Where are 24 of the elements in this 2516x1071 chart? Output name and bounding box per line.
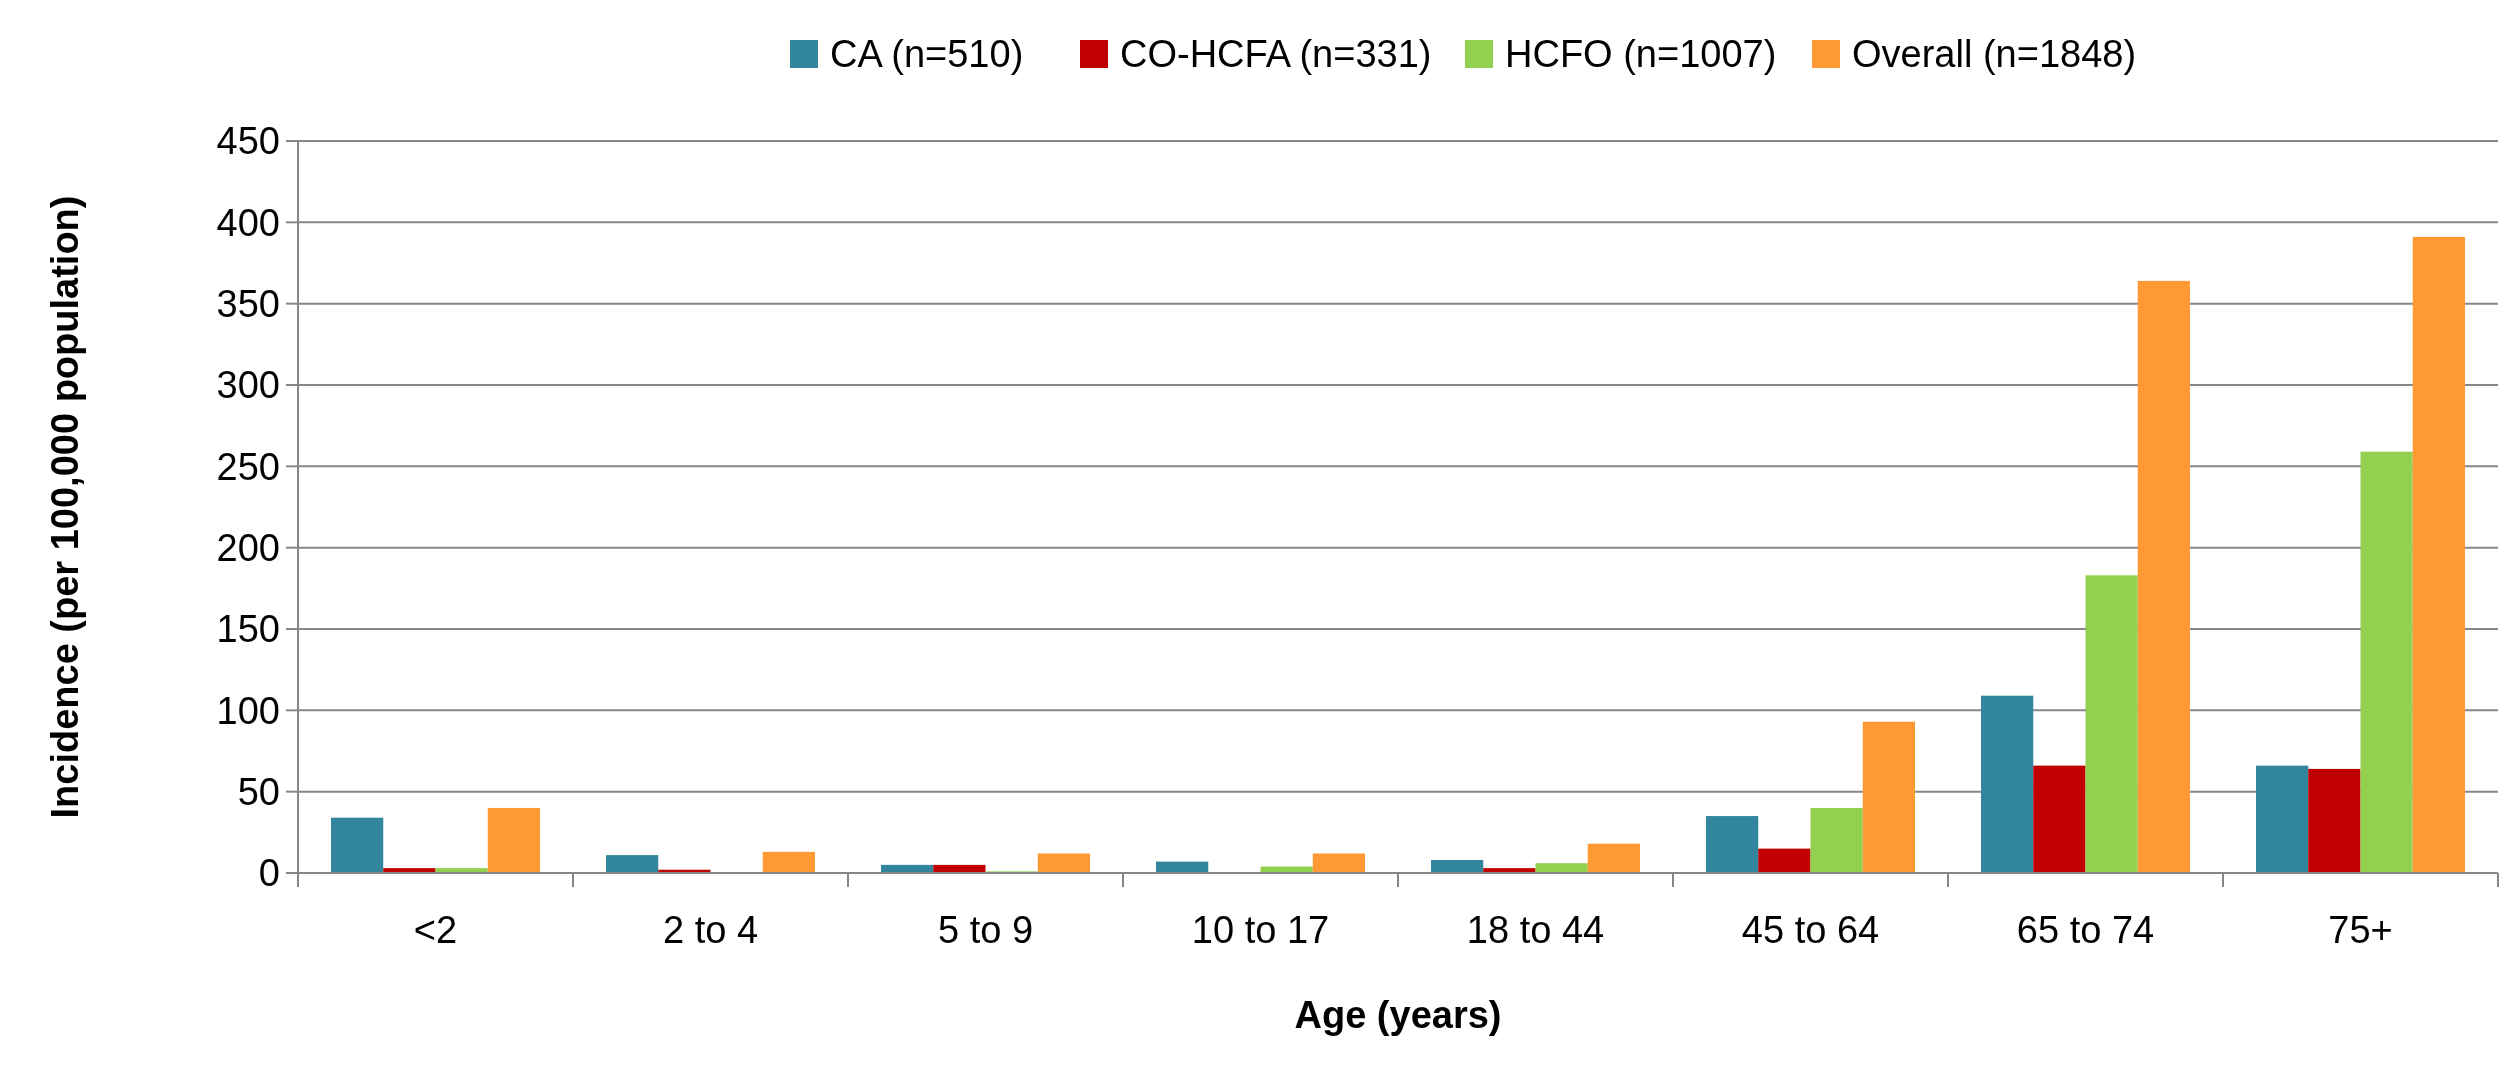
y-tick-label: 200 <box>216 526 280 569</box>
legend-label: CO-HCFA (n=331) <box>1120 33 1432 76</box>
y-tick-label: 450 <box>216 120 280 163</box>
x-tick-label: 75+ <box>2328 909 2393 951</box>
x-tick-label: 10 to 17 <box>1191 909 1330 951</box>
x-axis-title: Age (years) <box>1294 994 1502 1036</box>
y-tick-label: 150 <box>216 608 280 651</box>
y-tick-label: 0 <box>258 852 280 895</box>
x-tick-label: 65 to 74 <box>2016 909 2155 951</box>
y-tick-label: 300 <box>216 364 280 407</box>
legend-label: CA (n=510) <box>830 33 1024 76</box>
x-tick-label: 18 to 44 <box>1466 909 1605 951</box>
y-axis-title: Incidence (per 100,000 population) <box>44 195 86 819</box>
y-tick-label: 400 <box>216 201 280 244</box>
y-tick-label: 100 <box>216 689 280 732</box>
y-tick-label: 250 <box>216 445 280 488</box>
y-tick-label: 50 <box>237 770 280 813</box>
legend-label: Overall (n=1848) <box>1852 33 2137 76</box>
legend-label: HCFO (n=1007) <box>1505 33 1777 76</box>
y-tick-label: 350 <box>216 282 280 325</box>
x-tick-label: <2 <box>413 909 458 951</box>
x-tick-label: 5 to 9 <box>937 909 1034 951</box>
x-tick-label: 45 to 64 <box>1741 909 1880 951</box>
x-tick-label: 2 to 4 <box>662 909 759 951</box>
